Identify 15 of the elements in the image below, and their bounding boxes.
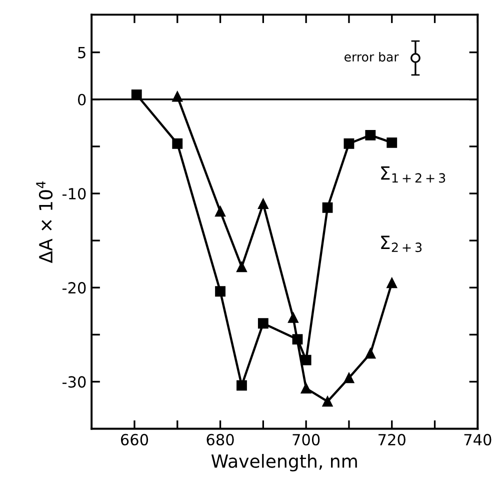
x-tick-label: 680: [206, 434, 234, 446]
x-tick-label: 660: [120, 434, 148, 446]
series-label: Σ$_{1+2+3}$: [381, 166, 446, 183]
x-tick-label: 700: [292, 434, 320, 446]
y-axis-title: ΔA × 10$^{4}$: [36, 181, 53, 264]
series-label: error bar: [344, 52, 399, 62]
x-tick-label: 740: [464, 434, 492, 446]
y-tick-label: -30: [62, 376, 86, 388]
series-label: Σ$_{2+3}$: [381, 236, 422, 252]
y-tick-label: -10: [62, 188, 86, 200]
y-tick-label: 5: [78, 47, 86, 58]
y-tick-label: -20: [62, 282, 86, 294]
y-tick-label: 0: [78, 94, 86, 106]
x-tick-label: 720: [378, 434, 406, 446]
x-axis-title: Wavelength, nm: [211, 454, 357, 472]
